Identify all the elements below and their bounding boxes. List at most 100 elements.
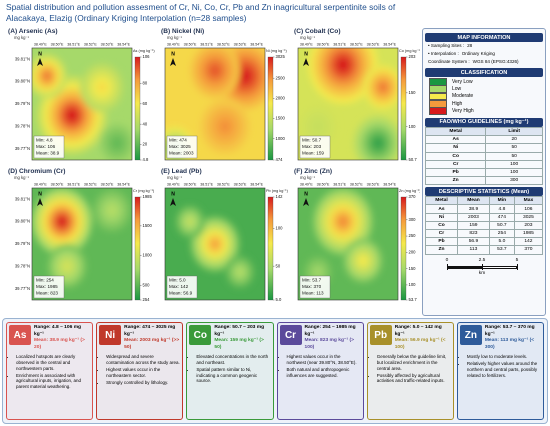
cell: 53.7 — [488, 245, 515, 255]
stat-value: 3025 — [180, 144, 191, 149]
contour — [108, 206, 116, 215]
lon-label: 38.49°E — [167, 182, 180, 186]
north-label: N — [38, 51, 42, 57]
colorbar-tick-label: 250 — [409, 233, 417, 238]
colorbar-tick-label: 3025 — [276, 54, 286, 59]
element-badge: As — [9, 325, 31, 345]
cell: 1985 — [513, 229, 544, 239]
stat-label: Max: — [36, 284, 46, 289]
section-header: FAO/WHO GUIDELINES (mg kg⁻¹) — [425, 117, 543, 127]
colorbar-tick-label: 142 — [276, 194, 284, 199]
cell: Zn — [424, 176, 487, 186]
lon-label: 38.54°E — [250, 42, 263, 46]
colorbar-tick-label: 20 — [143, 142, 148, 147]
north-arrow — [170, 58, 176, 66]
info-label: • Sampling Sites : — [428, 43, 465, 48]
lon-label: 38.52°E — [217, 182, 230, 186]
cell: 3025 — [513, 212, 544, 222]
stat: Min: 474 — [169, 138, 187, 143]
lon-label: 38.51°E — [333, 182, 346, 186]
bullet: Both natural and anthropogenic influence… — [287, 367, 361, 378]
panel-title: (A) Arsenic (As) — [8, 28, 58, 35]
header-cell: Limit — [485, 126, 543, 137]
section-header: DESCRIPTIVE STATISTICS (Mean) — [425, 187, 543, 197]
cell: Cr — [424, 159, 487, 169]
mean: Mean: 38.9 mg kg⁻¹ (> 20) — [34, 338, 85, 350]
north-arrow — [170, 198, 176, 206]
card-lines: Range: 474 – 3025 mg kg⁻¹ Mean: 2003 mg k… — [124, 325, 180, 351]
surface — [165, 188, 265, 300]
scale-segment — [447, 265, 482, 269]
colorbar-tick-label: 50 — [276, 263, 281, 268]
cell: Ni — [425, 212, 458, 222]
stat-value: 1985 — [47, 284, 58, 289]
scale-bar: 0 2.5 5 km — [425, 258, 543, 280]
stats-box — [166, 275, 198, 299]
north-arrow — [303, 198, 309, 206]
contour — [240, 70, 250, 82]
colorbar-tick-label: 5.0 — [276, 297, 282, 302]
range: Range: 5.0 – 142 mg kg⁻¹ — [394, 325, 442, 337]
card-top: Pb Range: 5.0 – 142 mg kg⁻¹ Mean: 56.9 mg … — [369, 325, 451, 351]
header-cell: Min — [488, 196, 515, 206]
mean: Mean: 823 mg kg⁻¹ (> 100) — [304, 338, 354, 350]
colorbar-tick-label: 80 — [143, 81, 148, 86]
stat-label: Max: — [302, 144, 312, 149]
card-top: Ni Range: 474 – 3025 mg kg⁻¹ Mean: 2003 mg… — [99, 325, 180, 351]
stat-value: 106 — [47, 144, 55, 149]
table-row: Ni 2003 474 3025 — [425, 212, 544, 222]
info-value: 28 — [467, 43, 473, 48]
class-row: Low — [425, 85, 543, 93]
north-arrow — [37, 58, 43, 66]
page-title: Spatial distribution and pollution asses… — [6, 2, 396, 23]
contour — [315, 269, 321, 275]
stat-label: Max: — [169, 144, 179, 149]
bullet: Enrichment is associated with agricultur… — [16, 373, 90, 390]
stat-value: 4.8 — [46, 138, 53, 143]
scale-tick — [517, 263, 518, 270]
stat-label: Mean: — [36, 291, 49, 296]
class-swatch — [429, 107, 447, 116]
contour — [66, 108, 78, 122]
lat-label: 39.79°N — [15, 101, 30, 106]
class-row: Very High — [425, 107, 543, 116]
mean: Mean: 113 mg kg⁻¹ (< 300) — [484, 338, 535, 350]
lon-label: 38.49°E — [34, 182, 47, 186]
contour — [338, 216, 348, 228]
contour — [210, 65, 220, 76]
stat-label: Max: — [36, 144, 46, 149]
class-swatch — [429, 100, 447, 108]
bullets: Widespread and severe contamination acro… — [99, 354, 180, 385]
cell: Pb — [425, 237, 458, 247]
cell: 370 — [513, 245, 544, 255]
card-lines: Range: 53.7 – 370 mg kg⁻¹ Mean: 113 mg kg… — [485, 325, 541, 351]
contour — [379, 83, 387, 91]
table: Metal Limit As 20 Ni 50 Co 50 Cr 100 Pb 100 Zn 300 — [424, 126, 543, 186]
card-lines: Range: 5.0 – 142 mg kg⁻¹ Mean: 56.9 mg kg… — [395, 325, 451, 351]
colorbar-tick-label: 100 — [409, 124, 417, 129]
stat-value: 474 — [179, 138, 187, 143]
header-cell: Metal — [424, 126, 487, 137]
colorbar-tick-label: 200 — [409, 249, 417, 254]
class-name: High — [452, 100, 463, 107]
bullets: Generally below the guideline limit, but… — [370, 354, 451, 383]
lon-label: 38.52°E — [350, 42, 363, 46]
bullets: Mostly low to moderate levels.Relatively… — [460, 354, 541, 378]
card: As Range: 4.8 – 106 mg kg⁻¹ Mean: 38.9 mg … — [6, 322, 94, 420]
scale-unit: km — [478, 270, 486, 276]
table-row: Cr 100 — [424, 159, 543, 169]
cell: Zn — [425, 245, 458, 255]
lon-label: 38.50°E — [184, 42, 197, 46]
bullet: Relatively higher values around the nort… — [467, 361, 541, 378]
surface-blobs — [32, 53, 132, 160]
lon-label: 38.53°E — [101, 182, 114, 186]
surface-blobs — [298, 48, 398, 160]
colorbar-tick-label: 50.7 — [409, 157, 418, 162]
colorbar-tick-label: 60 — [143, 101, 148, 106]
lon-label: 38.53°E — [367, 182, 380, 186]
bullet: Strongly controlled by lithology. — [106, 380, 180, 386]
lat-label: 39.77°N — [15, 286, 30, 291]
class-row: Very Low — [425, 77, 543, 86]
lon-label: 38.49°E — [34, 42, 47, 46]
scale-segment — [482, 265, 517, 269]
